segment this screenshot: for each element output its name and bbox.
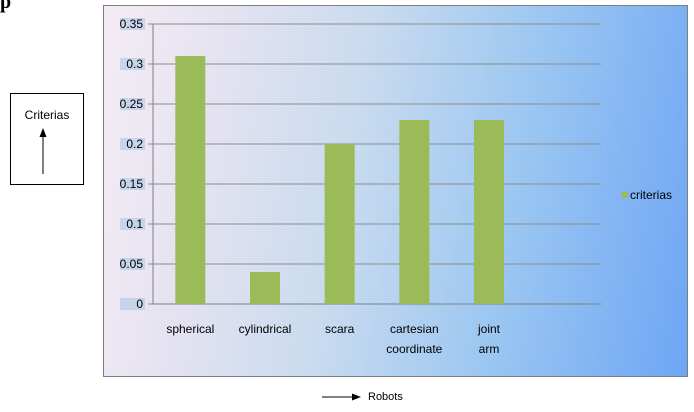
y-tick-label: 0.15 [120,177,144,191]
tick-label-highlight [120,138,145,150]
y-tick-label: 0.2 [126,137,143,151]
y-tick-label: 0.35 [120,17,144,31]
tick-label-highlight [120,18,145,30]
bar [175,56,206,304]
legend-swatch [622,192,628,198]
legend-label: criterias [630,188,672,202]
bar [474,120,504,304]
y-tick-label: 0.05 [120,257,144,271]
x-tick-label: spherical [166,322,214,336]
y-tick-label: 0.1 [126,217,143,231]
right-arrow-icon [322,393,361,401]
x-tick-label: cylindrical [239,322,292,336]
y-axis-label: Criterias [24,108,70,122]
x-axis-label-text: Robots [368,391,403,403]
tick-label-highlight [120,258,145,270]
tick-label-highlight [120,58,145,70]
up-arrow-icon [39,128,47,174]
y-tick-label: 0.3 [126,57,143,71]
x-tick-label: cartesian [390,322,439,336]
y-tick-label: 0.25 [120,97,144,111]
x-axis-label: Robots [322,391,403,403]
tick-label-highlight [120,298,145,310]
tick-label-highlight [120,218,145,230]
tick-label-highlight [120,178,145,190]
bar-chart: 0 0.05 0.1 0.15 0.2 0.25 0.3 0.35 spherical cylin… [120,17,672,356]
x-tick-label: scara [325,322,355,336]
x-tick-label: joint [477,322,501,336]
y-tick-label: 0 [136,297,143,311]
bar [250,272,280,304]
tick-label-highlight [120,98,145,110]
page-text-fragment: p [0,0,12,13]
bar [399,120,430,304]
x-tick-label: coordinate [386,342,442,356]
x-tick-label: arm [479,342,500,356]
bar [324,144,355,304]
chart-area: 0 0.05 0.1 0.15 0.2 0.25 0.3 0.35 spherical cylin… [103,5,688,377]
y-axis-label-box: Criterias [10,93,84,185]
